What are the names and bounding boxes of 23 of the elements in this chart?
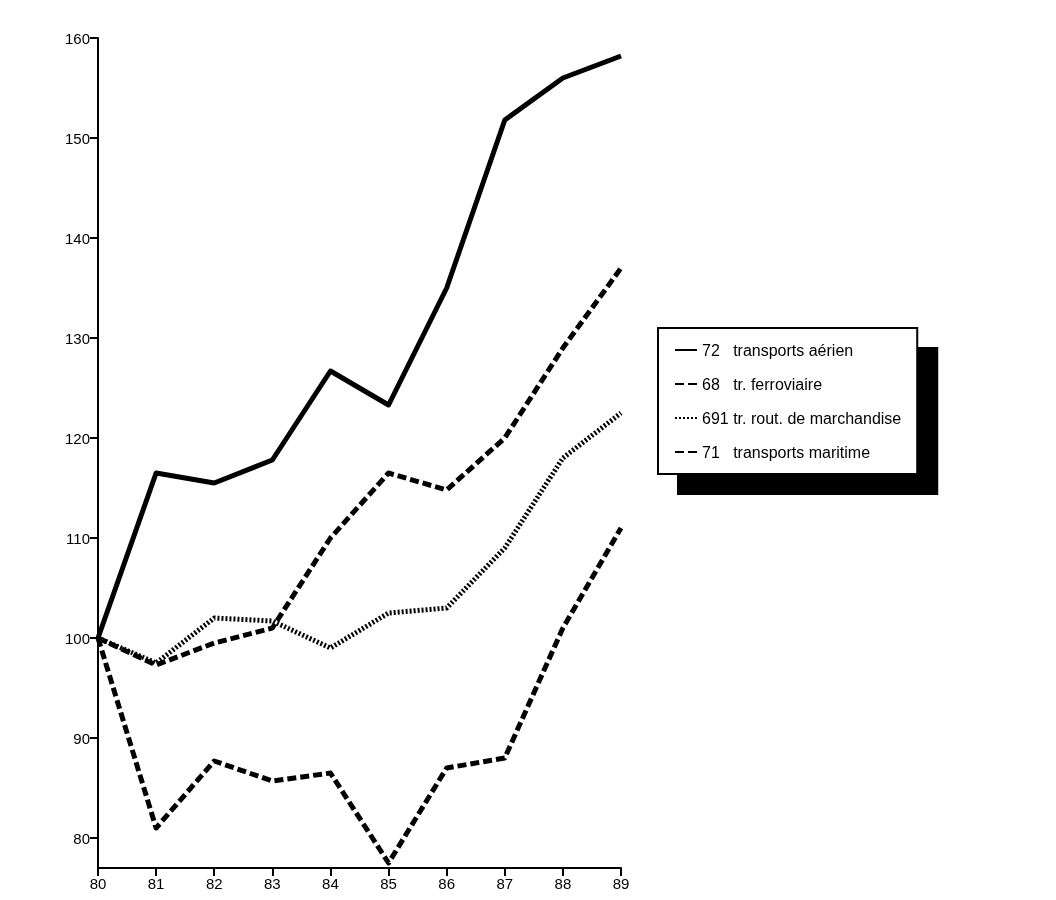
x-tick-label: 82 <box>205 875 223 892</box>
x-tick-label: 88 <box>554 875 572 892</box>
y-tick-label: 140 <box>64 229 90 247</box>
legend-label: 71 transports maritime <box>702 443 871 461</box>
x-tick-label: 80 <box>89 875 107 892</box>
legend-label: 72 transports aérien <box>702 341 854 359</box>
legend-label: 691 tr. rout. de marchandise <box>702 409 902 427</box>
y-tick-label: 80 <box>73 829 90 847</box>
legend-label: 68 tr. ferroviaire <box>702 375 823 393</box>
x-tick-label: 86 <box>438 875 456 892</box>
y-tick-label: 100 <box>64 629 90 647</box>
y-tick-label: 130 <box>64 329 90 347</box>
x-tick-label: 87 <box>496 875 514 892</box>
x-tick-label: 84 <box>322 875 339 892</box>
x-tick-label: 85 <box>380 875 397 892</box>
y-tick-label: 110 <box>66 529 90 547</box>
y-tick-label: 160 <box>64 29 90 47</box>
y-tick-label: 90 <box>73 729 90 747</box>
y-tick-label: 150 <box>64 129 90 147</box>
x-tick-label: 89 <box>612 875 630 892</box>
x-tick-label: 83 <box>263 875 281 892</box>
x-tick-label: 81 <box>147 875 165 892</box>
y-tick-label: 120 <box>64 429 90 447</box>
